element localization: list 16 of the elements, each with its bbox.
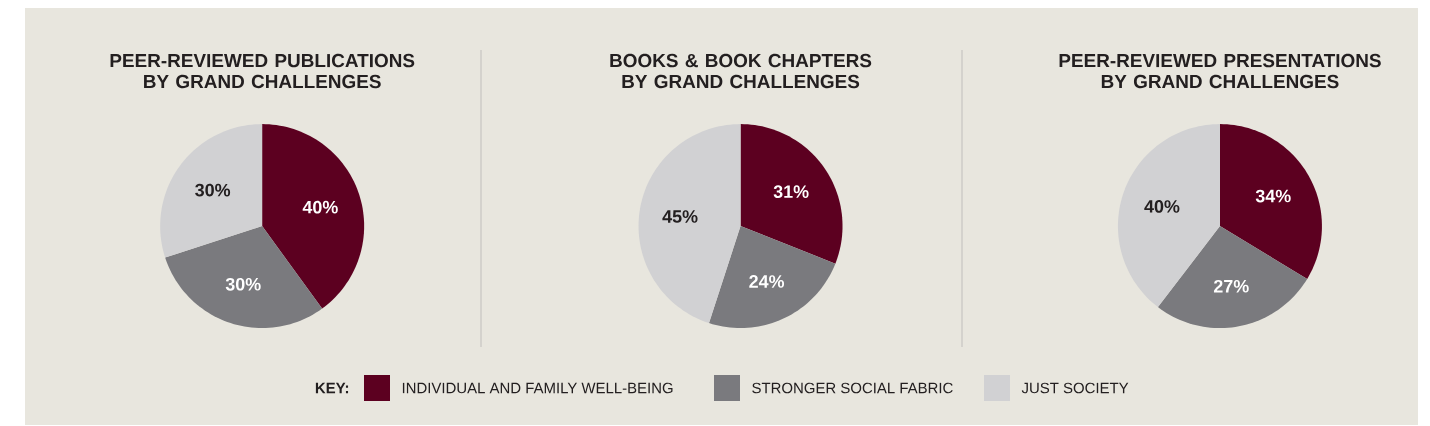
legend-label: JUST SOCIETY [1021,382,1129,394]
data-label: 27% [1213,279,1249,293]
legend-title: KEY: [315,382,349,394]
data-label: 34% [1255,189,1291,203]
data-label: 45% [662,210,698,223]
chart-title: PEER-REVIEWED PRESENTATIONS BY GRAND CHALLENGES [1059,53,1381,89]
data-label: 31% [773,185,809,199]
data-label: 24% [749,275,785,288]
data-label: 30% [225,277,261,291]
data-label: 40% [302,200,338,214]
data-label: 30% [195,183,231,197]
chart-title: PEER-REVIEWED PUBLICATIONS BY GRAND CHALLENGES [110,53,415,89]
legend-label: STRONGER SOCIAL FABRIC [752,382,953,394]
legend-label: INDIVIDUAL AND FAMILY WELL-BEING [402,382,673,394]
chart-title: BOOKS & BOOK CHAPTERS BY GRAND CHALLENGES [610,53,872,89]
data-label: 40% [1144,200,1180,213]
